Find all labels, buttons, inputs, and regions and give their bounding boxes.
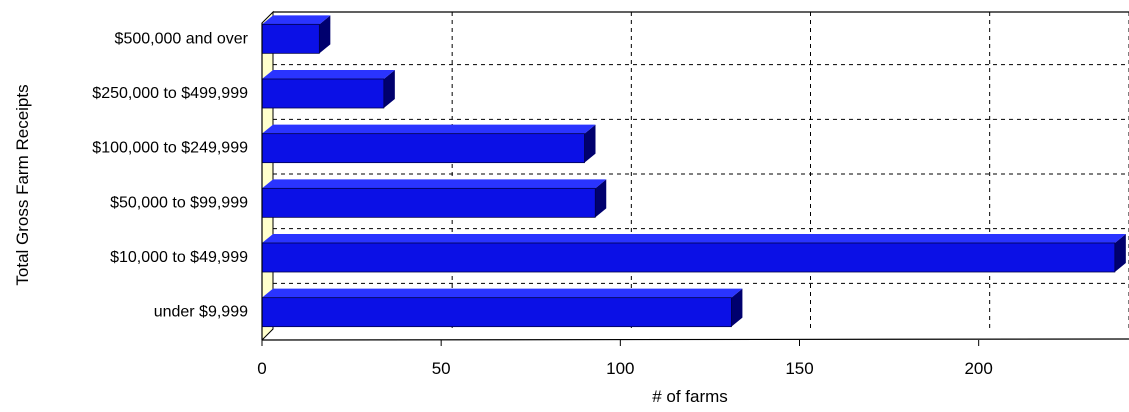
x-axis-label: # of farms: [652, 387, 728, 406]
bar-front-face: [261, 23, 320, 54]
y-axis-label: Total Gross Farm Receipts: [13, 84, 32, 285]
x-tick-label: 200: [964, 359, 992, 378]
bar-side-face: [584, 124, 596, 163]
bar-front-face: [261, 187, 596, 218]
x-tick-label: 50: [432, 359, 451, 378]
bars: [261, 15, 1126, 328]
tick-labels: 0 50 100 150 200: [257, 359, 993, 378]
bar-side-face: [731, 288, 743, 327]
bar-top-face: [262, 288, 743, 298]
category-label: $250,000 to $499,999: [92, 85, 248, 102]
bar-front-face: [261, 78, 385, 109]
bar: [261, 288, 743, 328]
bar-front-face: [261, 297, 732, 328]
category-label: $100,000 to $249,999: [92, 140, 248, 157]
x-axis-line: [261, 338, 1129, 341]
bar-top-face: [262, 15, 331, 25]
bar-side-face: [595, 179, 607, 218]
bar-top-face: [262, 234, 1126, 243]
bar: [261, 124, 596, 164]
bar-front-face: [261, 242, 1116, 273]
bar: [261, 234, 1126, 273]
category-label: $500,000 and over: [115, 30, 249, 47]
bar-top-face: [262, 124, 596, 134]
bar: [261, 15, 331, 54]
grid-lines: [273, 12, 1129, 329]
bar-side-face: [1114, 234, 1126, 272]
category-label: $50,000 to $99,999: [110, 194, 248, 211]
x-tick-label: 150: [785, 359, 813, 378]
category-label: $10,000 to $49,999: [110, 249, 248, 266]
bar-top-face: [262, 179, 607, 189]
bar-side-face: [383, 70, 395, 108]
bar-side-face: [319, 15, 331, 54]
bar-front-face: [261, 133, 585, 164]
axes: [261, 11, 1129, 346]
x-tick-label: 100: [606, 359, 634, 378]
bar-top-face: [262, 70, 395, 79]
bar: [261, 179, 607, 218]
x-tick-label: 0: [257, 359, 266, 378]
bar: [261, 70, 395, 109]
category-labels: under $9,999 $10,000 to $49,999 $50,000 to…: [92, 30, 248, 320]
category-label: under $9,999: [154, 304, 248, 321]
